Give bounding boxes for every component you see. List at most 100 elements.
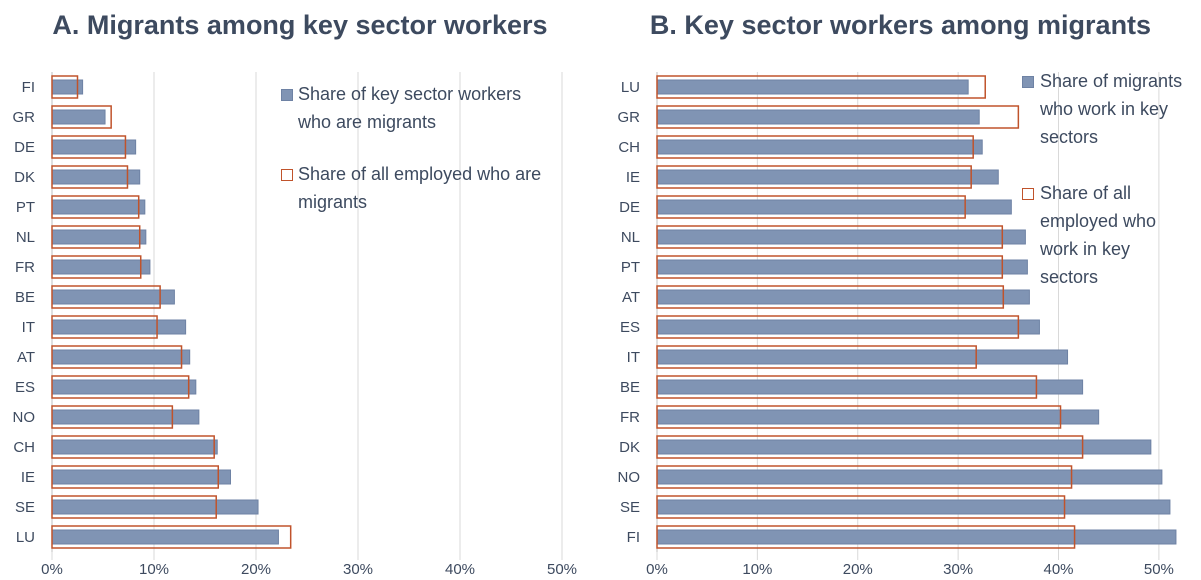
chart-a-bar-FR	[51, 259, 151, 275]
chart-a-outline-bar-BE	[51, 285, 161, 309]
chart-b-outline-bar-IE	[656, 165, 972, 189]
chart-a-outline-bar-ES	[51, 375, 190, 399]
chart-b-outline-bar-DE	[656, 195, 966, 219]
legend-b-filled-label: Share of migrants who work in key sector…	[1040, 71, 1183, 147]
chart-b-bar-FR	[656, 409, 1100, 425]
chart-b-outline-bar-LU	[656, 75, 986, 99]
chart-b-category-label: FI	[627, 529, 640, 546]
chart-a-bar-BE	[51, 289, 175, 305]
chart-b-bar-AT	[656, 289, 1030, 305]
legend-a-outline-swatch	[281, 169, 293, 181]
chart-a-category-label: LU	[16, 529, 35, 546]
chart-a-category-label: BE	[15, 289, 35, 306]
chart-b-tick-label: 40%	[1043, 561, 1073, 578]
chart-a-bar-NL	[51, 229, 147, 245]
chart-b-bar-NL	[656, 229, 1026, 245]
chart-b-category-label: CH	[618, 139, 640, 156]
chart-b-bar-CH	[656, 139, 983, 155]
chart-b-outline-bar-NL	[656, 225, 1004, 249]
chart-a-bar-LU	[51, 529, 279, 545]
chart-b-category-label: DE	[619, 199, 640, 216]
chart-b-outline-bar-BE	[656, 375, 1038, 399]
chart-b-bar-DE	[656, 199, 1012, 215]
chart-a-outline-bar-NL	[51, 225, 141, 249]
chart-b-category-label: NO	[618, 469, 641, 486]
chart-a-category-label: ES	[15, 379, 35, 396]
chart-b-tick-label: 20%	[843, 561, 873, 578]
chart-a-category-label: AT	[17, 349, 35, 366]
chart-a-bar-NO	[51, 409, 200, 425]
chart-b-outline-bar-FR	[656, 405, 1062, 429]
chart-b-bar-BE	[656, 379, 1084, 395]
chart-b-bar-FI	[656, 529, 1177, 545]
chart-b-category-label: BE	[620, 379, 640, 396]
chart-b-bar-IT	[656, 349, 1069, 365]
chart-a-bar-SE	[51, 499, 259, 515]
chart-b-title: B. Key sector workers among migrants	[649, 10, 1152, 40]
chart-a-bar-ES	[51, 379, 197, 395]
chart-a-category-label: FI	[22, 79, 35, 96]
chart-a-category-label: PT	[16, 199, 35, 216]
chart-b-category-label: SE	[620, 499, 640, 516]
chart-b-bar-GR	[656, 109, 980, 125]
chart-a-category-label: IE	[21, 469, 35, 486]
chart-b-outline-bar-SE	[656, 495, 1066, 519]
chart-a-outline-bar-SE	[51, 495, 217, 519]
chart-b-outline-bar-DK	[656, 435, 1084, 459]
chart-a-outline-bar-NO	[51, 405, 174, 429]
chart-a-outline-bar-FI	[51, 75, 79, 99]
chart-b-category-label: GR	[618, 109, 641, 126]
chart-a-tick-label: 30%	[343, 561, 373, 578]
chart-a-outline-bar-DE	[51, 135, 127, 159]
chart-a-outline-bar-GR	[51, 105, 112, 129]
chart-b-category-label: NL	[621, 229, 640, 246]
chart-b-bar-LU	[656, 79, 969, 95]
chart-b-outline-bar-ES	[656, 315, 1020, 339]
chart-b-bar-IE	[656, 169, 999, 185]
chart-b-category-label: IE	[626, 169, 640, 186]
chart-b-outline-bar-CH	[656, 135, 974, 159]
chart-b-bar-PT	[656, 259, 1028, 275]
chart-b-outline-bar-NO	[656, 465, 1073, 489]
chart-b-bar-ES	[656, 319, 1040, 335]
legend-b-outline-label: Share of all employed who work in key se…	[1040, 183, 1157, 287]
chart-a-category-label: DK	[14, 169, 35, 186]
chart-a-tick-label: 50%	[547, 561, 577, 578]
chart-a-bar-DK	[51, 169, 141, 185]
legend-a-filled-label: Share of key sector workers who are migr…	[298, 84, 522, 132]
chart-a-outline-bar-PT	[51, 195, 140, 219]
chart-a-outline-bar-FR	[51, 255, 142, 279]
chart-a-outline-bar-CH	[51, 435, 215, 459]
chart-a-outline-bar-LU	[51, 525, 292, 549]
chart-a-category-label: IT	[22, 319, 35, 336]
chart-a-category-label: SE	[15, 499, 35, 516]
chart-b-outline-bar-PT	[656, 255, 1004, 279]
chart-a-bar-GR	[51, 109, 106, 125]
chart-b-category-label: PT	[621, 259, 640, 276]
chart-a-tick-label: 40%	[445, 561, 475, 578]
chart-b-bar-DK	[656, 439, 1152, 455]
chart-b-outline-bar-GR	[656, 105, 1020, 129]
chart-b-tick-label: 0%	[646, 561, 668, 578]
chart-b-tick-label: 30%	[943, 561, 973, 578]
chart-b-category-label: LU	[621, 79, 640, 96]
legend-a-filled-swatch	[281, 89, 293, 101]
chart-b-category-label: ES	[620, 319, 640, 336]
chart-a-tick-label: 10%	[139, 561, 169, 578]
chart-b-outline-bar-AT	[656, 285, 1005, 309]
chart-a-bar-CH	[51, 439, 218, 455]
chart-a-tick-label: 0%	[41, 561, 63, 578]
chart-a-category-label: DE	[14, 139, 35, 156]
chart-a-bar-DE	[51, 139, 137, 155]
chart-b-bar-NO	[656, 469, 1163, 485]
chart-a-category-label: CH	[13, 439, 35, 456]
chart-a-category-label: FR	[15, 259, 35, 276]
legend-b-outline-swatch	[1022, 188, 1034, 200]
chart-b-tick-label: 10%	[742, 561, 772, 578]
chart-a-bar-AT	[51, 349, 191, 365]
chart-a-category-label: GR	[13, 109, 36, 126]
chart-a-outline-bar-DK	[51, 165, 129, 189]
chart-b-outline-bar-IT	[656, 345, 977, 369]
chart-b-category-label: DK	[619, 439, 640, 456]
